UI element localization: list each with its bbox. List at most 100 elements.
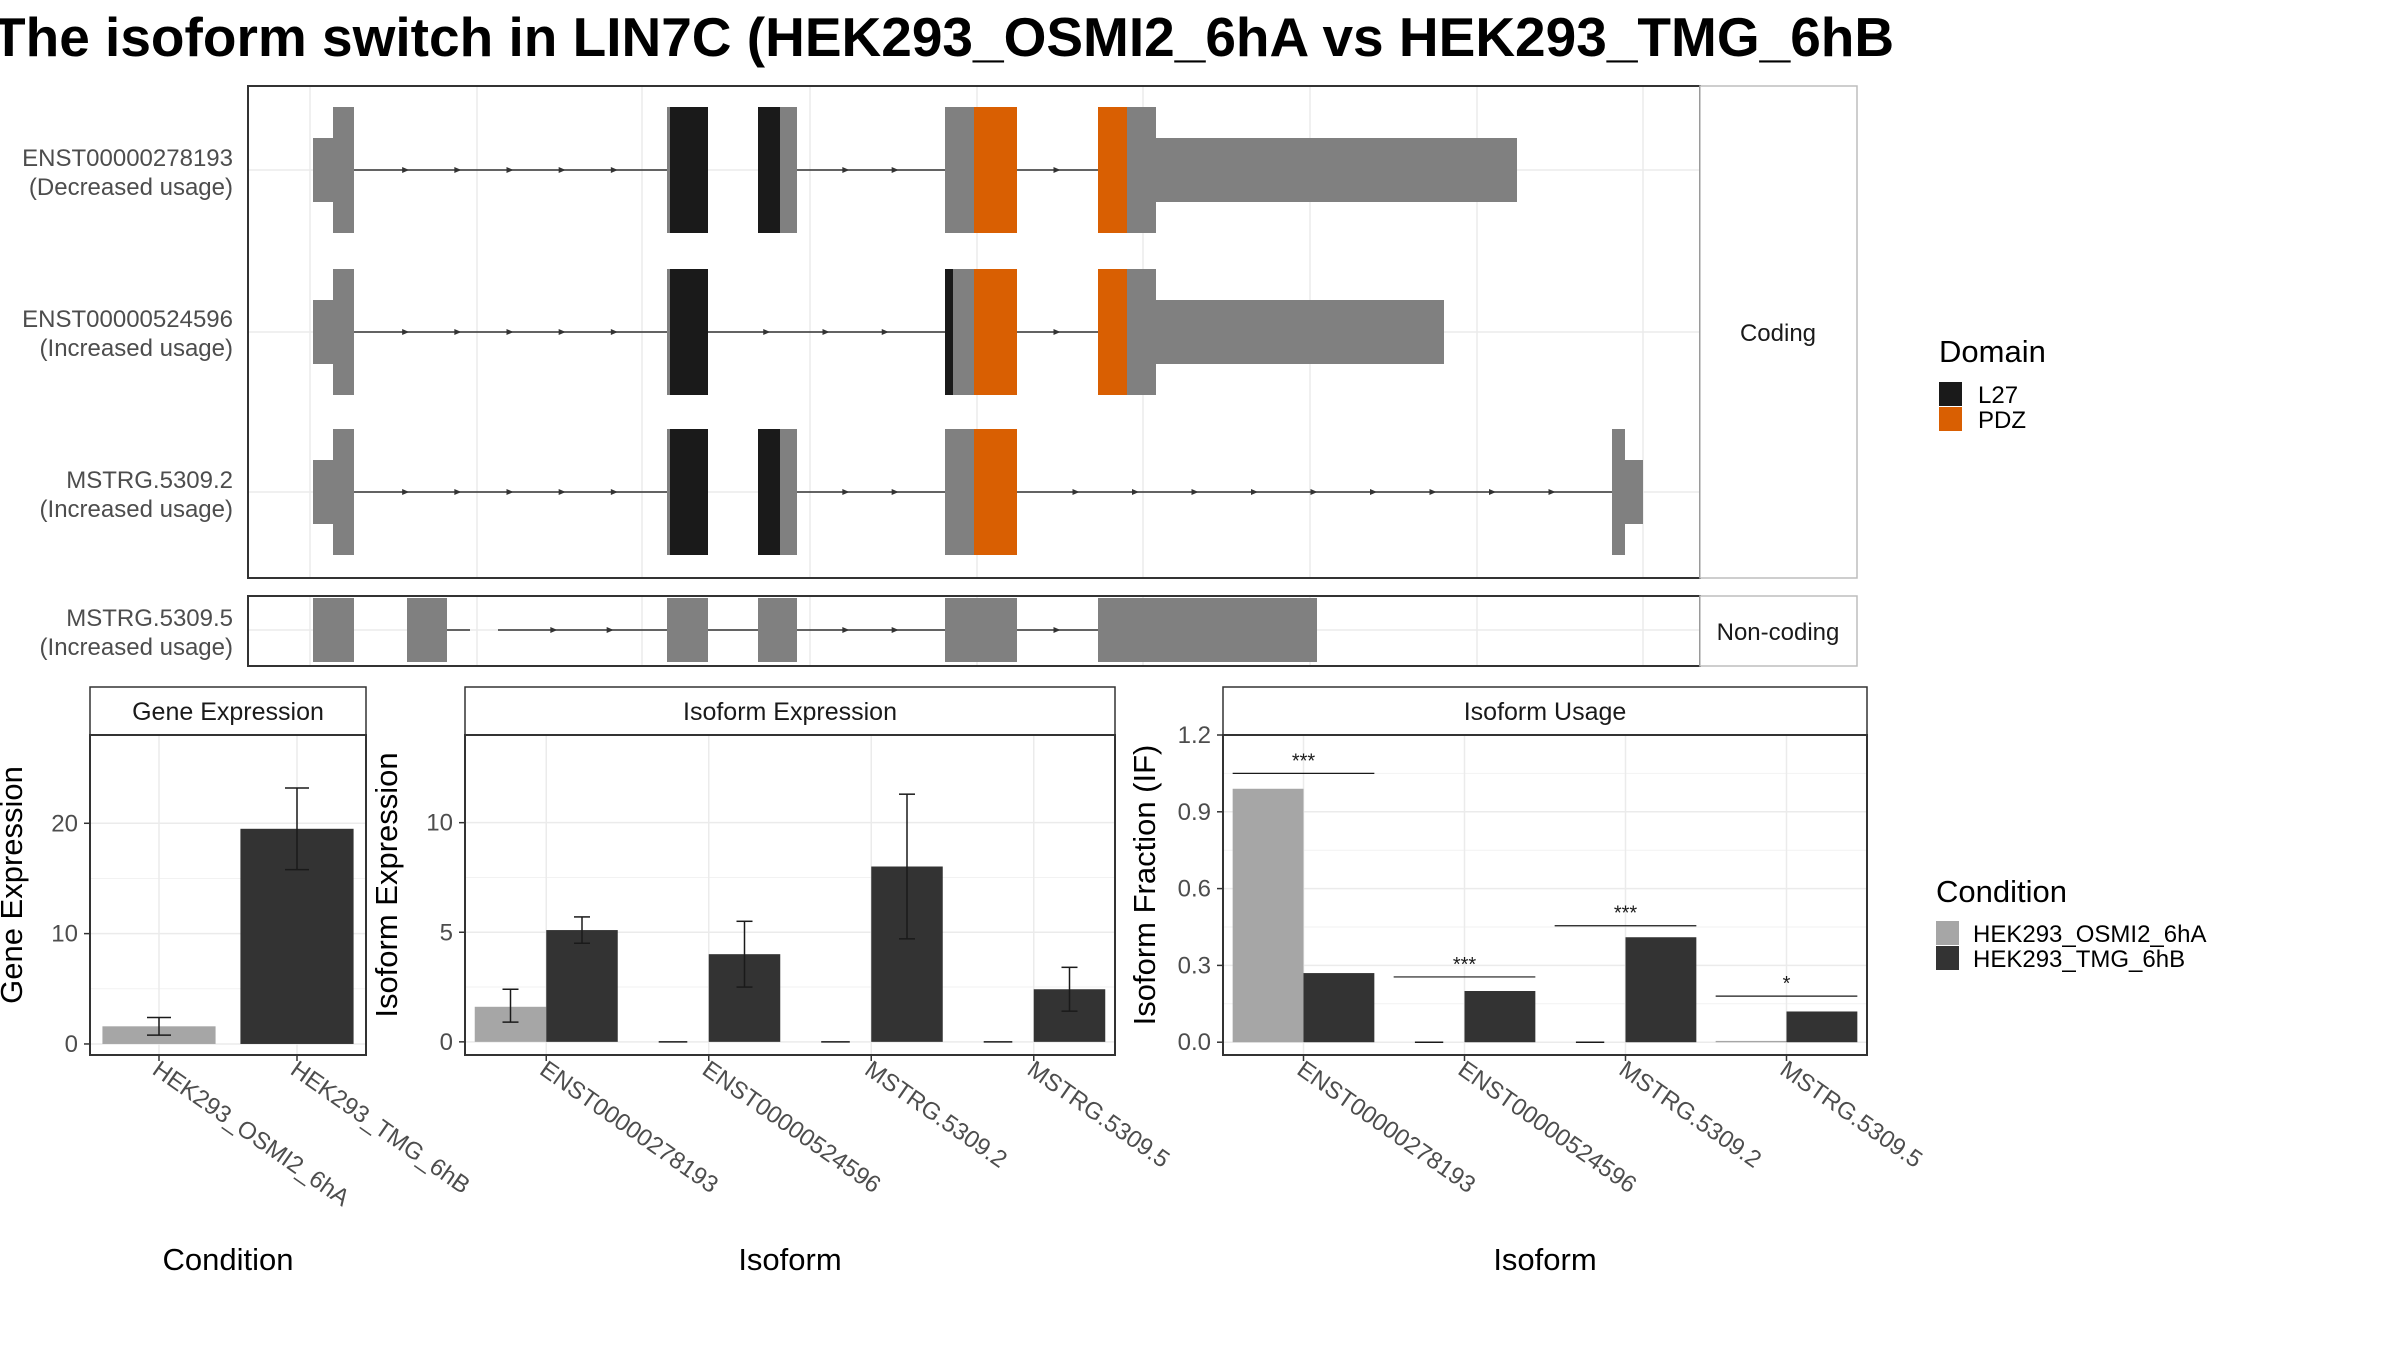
intron-arrow xyxy=(1429,489,1437,495)
x-axis-title: Isoform xyxy=(738,1242,841,1277)
bar xyxy=(1232,788,1304,1043)
panel-strip xyxy=(1222,686,1868,736)
panel-strip-label: Gene Expression xyxy=(132,698,324,726)
y-tick-label: 5 xyxy=(440,919,453,946)
y-tick-label: 0 xyxy=(65,1031,78,1058)
legend-label-cond1: HEK293_OSMI2_6hA xyxy=(1973,921,2206,948)
noncoding-exon xyxy=(758,598,797,662)
exon xyxy=(780,429,797,555)
noncoding-exon xyxy=(407,598,447,662)
transcript-track-3 xyxy=(313,429,1643,555)
noncoding-exon xyxy=(1098,598,1317,662)
legend-key-cond1 xyxy=(1936,921,1959,945)
domain-segment xyxy=(670,269,708,395)
intron-arrow xyxy=(454,167,462,173)
intron-arrow xyxy=(1251,489,1258,495)
domain-segment xyxy=(945,269,953,395)
domain-segment xyxy=(974,269,1017,395)
bar xyxy=(1715,1040,1787,1043)
intron-arrow xyxy=(1053,167,1061,173)
y-tick-label: 10 xyxy=(51,921,78,948)
transcript-label-1: ENST00000278193 (Decreased usage) xyxy=(22,145,233,201)
y-tick-label: 10 xyxy=(426,810,453,837)
intron-arrow xyxy=(881,329,889,335)
exon xyxy=(1156,300,1444,364)
intron-arrow xyxy=(606,627,614,633)
legend-key-PDZ xyxy=(1939,407,1962,431)
x-axis-title: Condition xyxy=(163,1242,294,1277)
domain-segment xyxy=(1098,107,1127,233)
intron-arrow xyxy=(558,489,566,495)
transcript-id: MSTRG.5309.2 xyxy=(66,467,233,494)
intron-arrow xyxy=(610,329,618,335)
exon xyxy=(1127,107,1156,233)
intron-arrow xyxy=(1548,489,1556,495)
intron-arrow xyxy=(402,167,410,173)
bar xyxy=(1625,937,1697,1043)
x-tick-label: MSTRG.5309.5 xyxy=(1022,1056,1174,1174)
exon xyxy=(945,429,974,555)
intron-arrow xyxy=(610,167,618,173)
domain-segment xyxy=(670,107,708,233)
intron-arrow xyxy=(506,489,514,495)
legend-label-L27: L27 xyxy=(1978,382,2018,409)
significance-label: *** xyxy=(1614,903,1638,925)
panel-border xyxy=(89,734,367,1056)
exon xyxy=(1625,460,1643,524)
intron-arrow xyxy=(1053,627,1061,633)
intron-arrow xyxy=(1370,489,1377,495)
y-tick-label: 0.6 xyxy=(1178,876,1211,903)
panel-strip-label: Isoform Usage xyxy=(1464,698,1627,726)
panel-strip xyxy=(89,686,367,736)
intron-arrow xyxy=(1489,489,1496,495)
transcript-label-3: MSTRG.5309.2 (Increased usage) xyxy=(40,467,233,523)
domain-legend-title: Domain xyxy=(1939,334,2046,369)
exon xyxy=(333,107,354,233)
noncoding-strip xyxy=(1699,595,1858,667)
intron-arrow xyxy=(610,489,618,495)
intron-arrow xyxy=(763,329,771,335)
exon xyxy=(313,138,333,202)
legend-key-cond2 xyxy=(1936,946,1959,970)
panel-strip xyxy=(464,686,1116,736)
significance-label: *** xyxy=(1292,750,1316,772)
x-tick-label: MSTRG.5309.2 xyxy=(1614,1056,1766,1174)
transcript-usage: (Increased usage) xyxy=(40,496,233,523)
exon xyxy=(1127,269,1156,395)
legend-label-PDZ: PDZ xyxy=(1978,407,2026,434)
transcript-track-4 xyxy=(313,598,1317,662)
noncoding-exon xyxy=(945,598,1017,662)
bar-panel-isoform-usage: Isoform Usage**********0.00.30.60.91.2EN… xyxy=(1127,686,1927,1277)
condition-legend: Condition HEK293_OSMI2_6hA HEK293_TMG_6h… xyxy=(1936,874,2206,973)
x-tick-label: ENST00000524596 xyxy=(1453,1056,1641,1199)
coding-strip xyxy=(1699,85,1858,579)
exon xyxy=(1156,138,1517,202)
intron-arrow xyxy=(454,489,462,495)
intron-arrow xyxy=(506,329,514,335)
significance-label: * xyxy=(1783,973,1791,995)
bar xyxy=(1303,973,1375,1043)
domain-segment xyxy=(974,107,1017,233)
transcript-id: MSTRG.5309.5 xyxy=(66,605,233,632)
transcript-usage: (Increased usage) xyxy=(40,335,233,362)
domain-segment xyxy=(1098,269,1127,395)
transcript-id: ENST00000278193 xyxy=(22,145,233,172)
transcript-label-2: ENST00000524596 (Increased usage) xyxy=(22,306,233,362)
panel-border xyxy=(1222,734,1868,1056)
x-tick-label: ENST00000524596 xyxy=(697,1056,885,1199)
domain-segment xyxy=(670,429,708,555)
intron-arrow xyxy=(558,329,566,335)
bar-panel-isoform-expression: Isoform Expression 0 5 10 ENST00000278193ENS… xyxy=(369,686,1174,1277)
legend-label-cond2: HEK293_TMG_6hB xyxy=(1973,946,2185,973)
intron-arrow xyxy=(1191,489,1199,495)
exon xyxy=(667,107,670,233)
domain-segment xyxy=(974,429,1017,555)
intron-arrow xyxy=(822,329,830,335)
y-tick-label: 0.3 xyxy=(1178,952,1211,979)
transcript-usage: (Decreased usage) xyxy=(29,174,233,201)
y-tick-label: 0 xyxy=(440,1029,453,1056)
bar xyxy=(1786,1011,1858,1043)
condition-legend-title: Condition xyxy=(1936,874,2067,909)
x-tick-label: MSTRG.5309.5 xyxy=(1775,1056,1927,1174)
transcript-id: ENST00000524596 xyxy=(22,306,233,333)
